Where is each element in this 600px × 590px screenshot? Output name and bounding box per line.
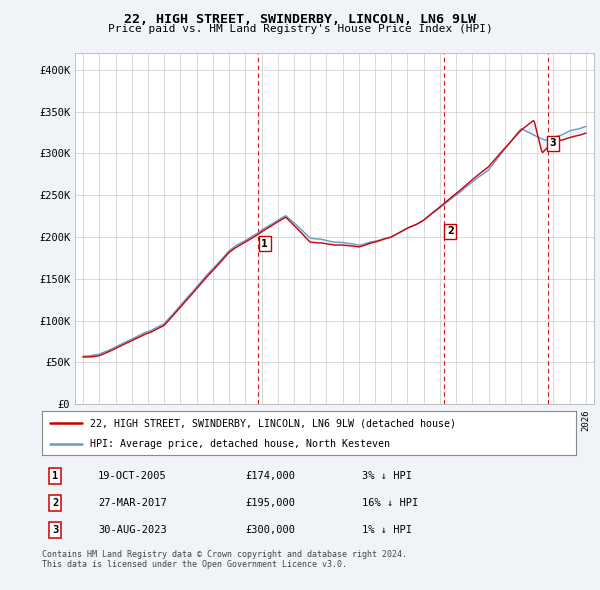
Text: 22, HIGH STREET, SWINDERBY, LINCOLN, LN6 9LW (detached house): 22, HIGH STREET, SWINDERBY, LINCOLN, LN6… <box>90 418 456 428</box>
Text: 2: 2 <box>447 226 454 236</box>
Text: 1% ↓ HPI: 1% ↓ HPI <box>362 525 412 535</box>
Text: 30-AUG-2023: 30-AUG-2023 <box>98 525 167 535</box>
Text: £195,000: £195,000 <box>245 498 295 508</box>
Text: 3% ↓ HPI: 3% ↓ HPI <box>362 471 412 481</box>
Text: 27-MAR-2017: 27-MAR-2017 <box>98 498 167 508</box>
Text: 2: 2 <box>52 498 58 508</box>
Text: 3: 3 <box>550 139 556 148</box>
Text: 1: 1 <box>52 471 58 481</box>
Text: 1: 1 <box>262 239 268 248</box>
Text: Contains HM Land Registry data © Crown copyright and database right 2024.
This d: Contains HM Land Registry data © Crown c… <box>42 550 407 569</box>
Text: £300,000: £300,000 <box>245 525 295 535</box>
Text: Price paid vs. HM Land Registry's House Price Index (HPI): Price paid vs. HM Land Registry's House … <box>107 24 493 34</box>
Text: £174,000: £174,000 <box>245 471 295 481</box>
Text: 16% ↓ HPI: 16% ↓ HPI <box>362 498 419 508</box>
Text: 19-OCT-2005: 19-OCT-2005 <box>98 471 167 481</box>
Text: HPI: Average price, detached house, North Kesteven: HPI: Average price, detached house, Nort… <box>90 438 390 448</box>
Text: 3: 3 <box>52 525 58 535</box>
Text: 22, HIGH STREET, SWINDERBY, LINCOLN, LN6 9LW: 22, HIGH STREET, SWINDERBY, LINCOLN, LN6… <box>124 13 476 26</box>
